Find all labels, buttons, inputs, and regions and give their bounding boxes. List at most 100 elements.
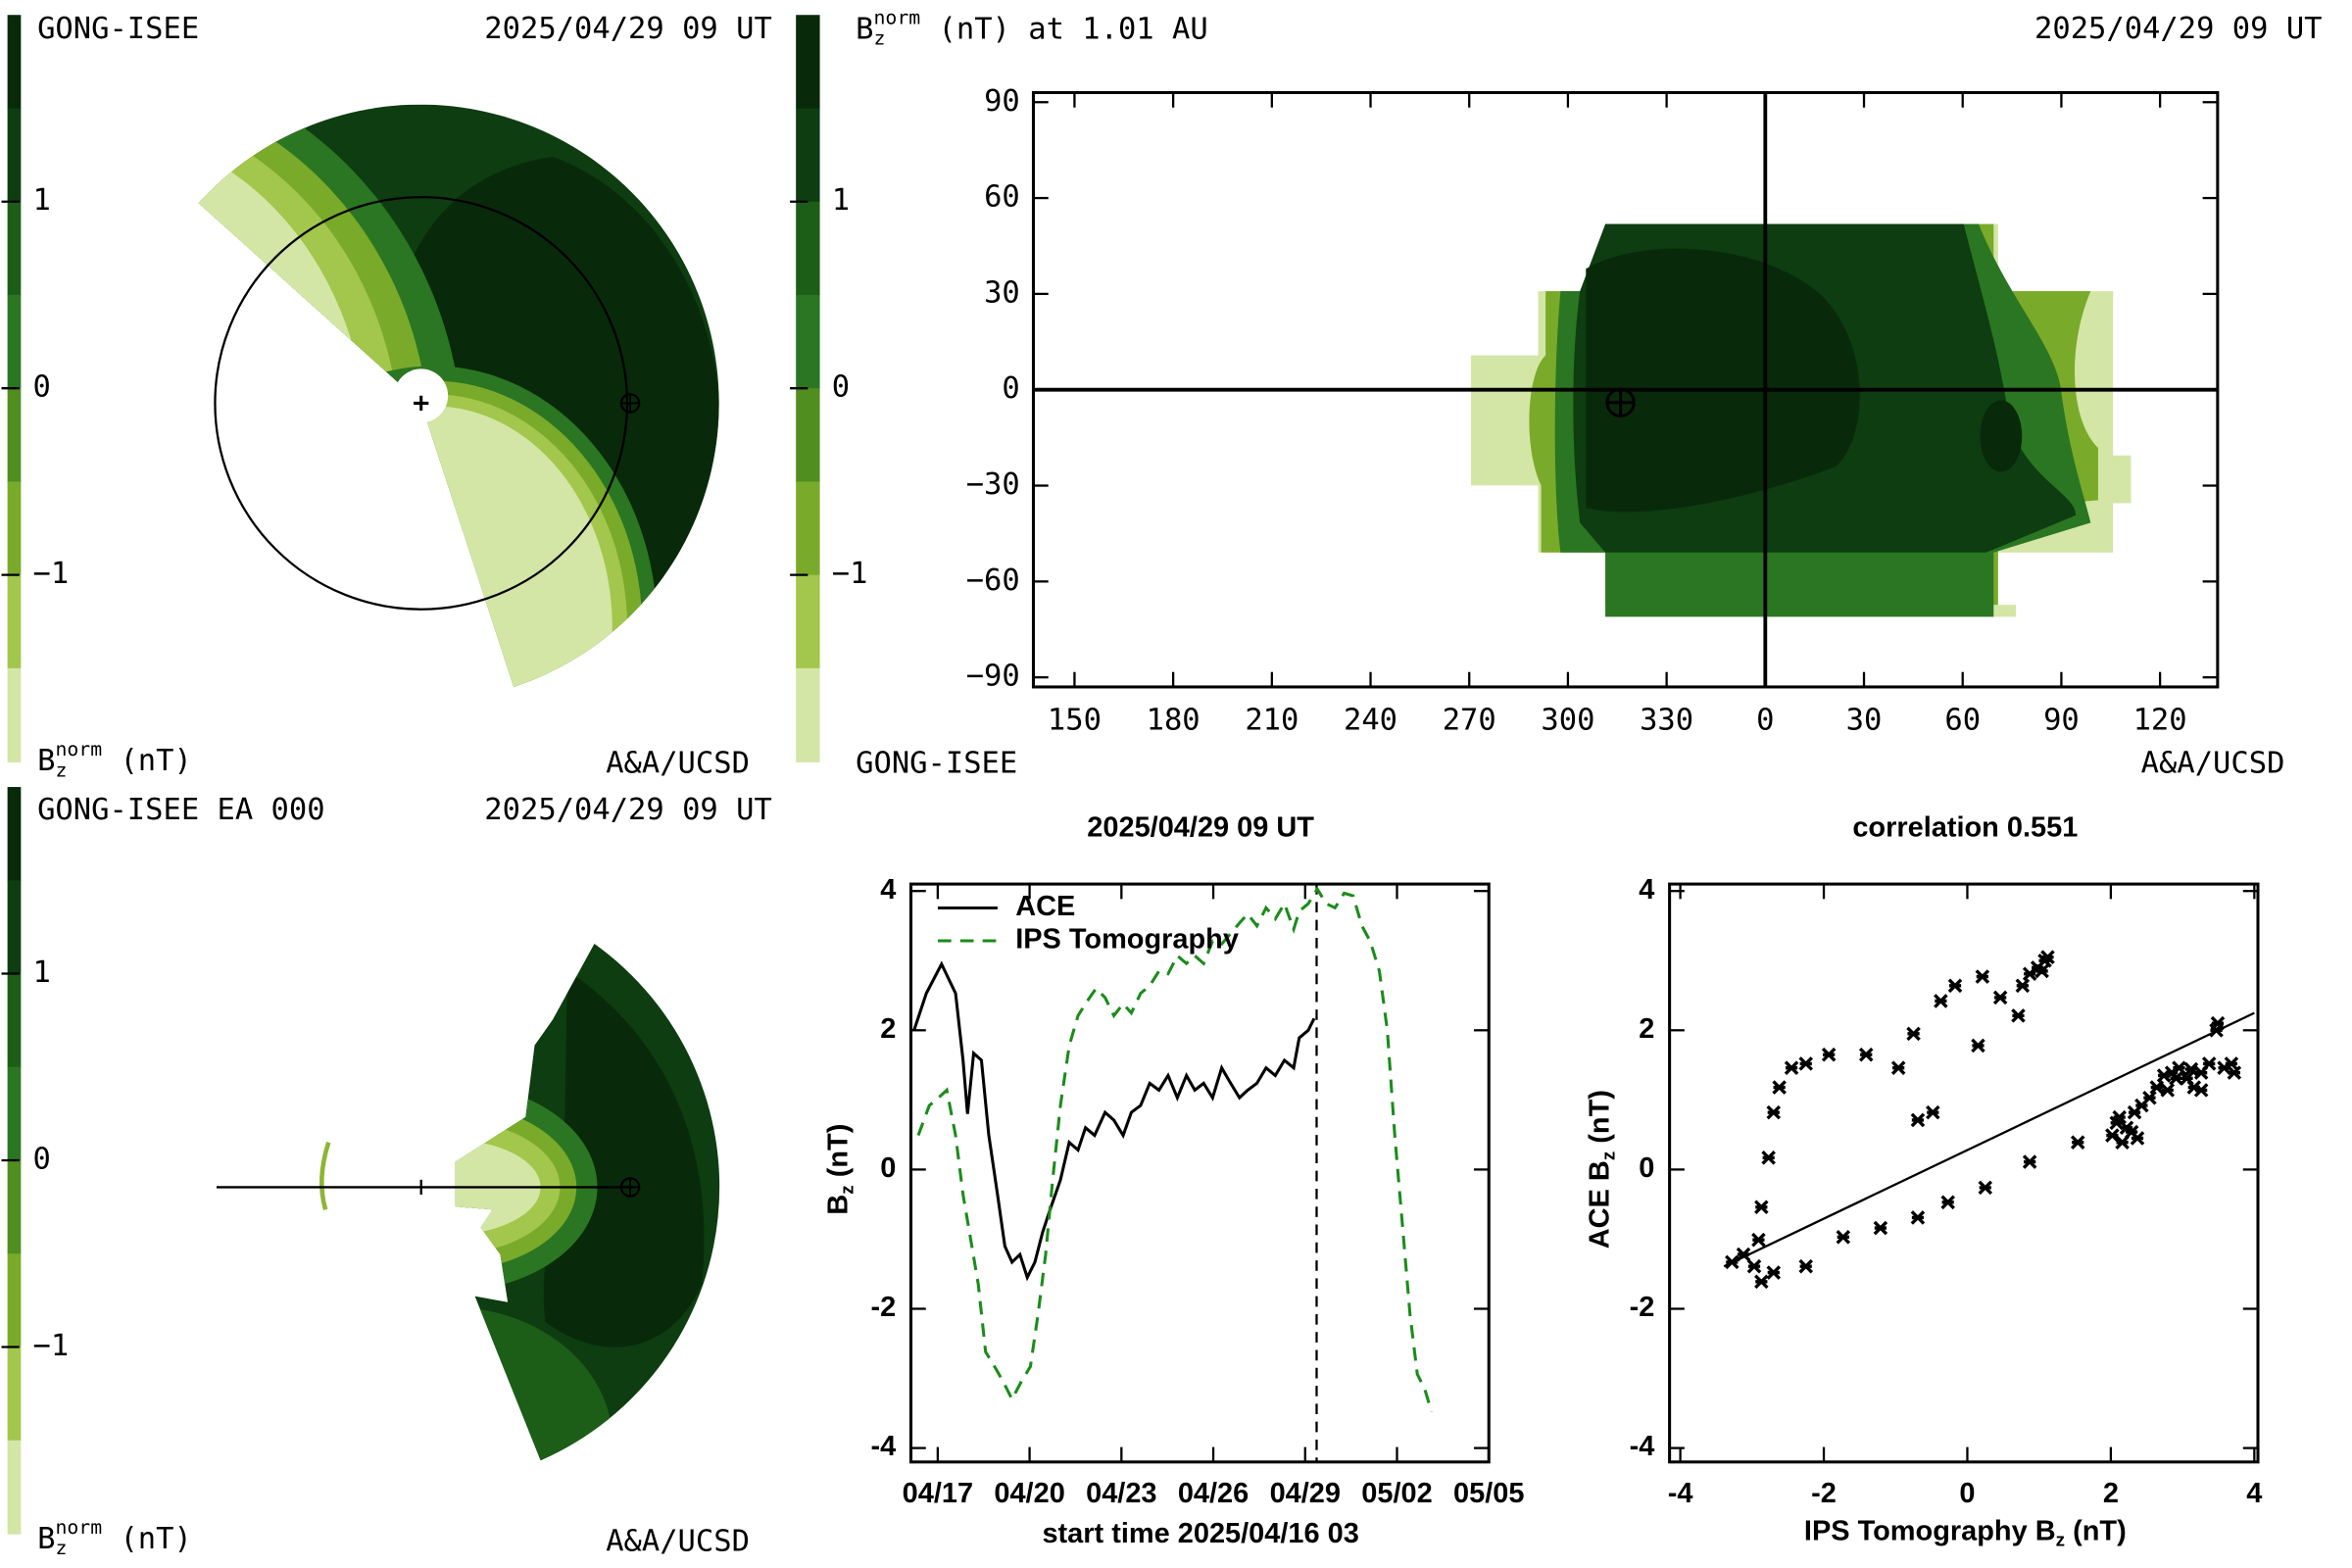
y-axis-label-rest: (nT)	[1584, 1090, 1615, 1152]
contour-core	[390, 157, 719, 643]
colorbar-tick-label: 0	[832, 370, 850, 405]
contour-band	[455, 1139, 541, 1236]
colorbar-band	[796, 667, 820, 762]
colorbar-label-sub: z	[55, 1537, 67, 1559]
x-tick-label: -4	[1668, 1478, 1693, 1509]
y-tick-label: 0	[1002, 371, 1019, 406]
scatter-point	[2142, 1090, 2157, 1105]
colorbar-tick-label: −1	[33, 1329, 70, 1363]
colorbar-band	[796, 574, 820, 669]
scatter-point	[1772, 1080, 1787, 1095]
x-tick-label: 05/05	[1453, 1478, 1524, 1509]
colorbar-band	[7, 481, 22, 576]
colorbar-label: Bznorm (nT)	[37, 1515, 192, 1558]
panel-date: 2025/04/29 09 UT	[484, 793, 772, 827]
y-tick-label: 0	[880, 1152, 896, 1184]
colorbar-label-rest: (nT)	[102, 744, 192, 778]
plot-frame	[909, 882, 1491, 1464]
scatter-point	[1975, 969, 1990, 984]
colorbar-label-rest: (nT)	[102, 1522, 192, 1556]
colorbar-tick-label: 0	[33, 370, 51, 405]
colorbar-band	[7, 1440, 22, 1535]
scatter-point	[1754, 1274, 1769, 1290]
colorbar-band	[7, 880, 22, 975]
scatter-point	[2070, 1135, 2085, 1150]
earth-symbol	[620, 1178, 640, 1197]
credit: A&A/UCSD	[606, 747, 750, 781]
scatter-point	[2130, 1131, 2145, 1146]
scatter-point	[2022, 1154, 2037, 1169]
y-axis-label-base: ACE B	[1584, 1160, 1615, 1249]
sun-symbol	[414, 395, 429, 412]
colorbar-tick-label: 1	[33, 183, 51, 218]
x-tick-label: 04/29	[1270, 1478, 1341, 1509]
colorbar-band	[7, 1160, 22, 1254]
series-line	[912, 960, 1316, 1282]
scatter-point	[1798, 1056, 1814, 1071]
y-tick-label: -4	[1630, 1431, 1655, 1462]
colorbar-label-sup: norm	[55, 1515, 102, 1538]
y-tick-label: −60	[966, 564, 1020, 598]
x-axis-label-rest: (nT)	[2065, 1515, 2127, 1546]
x-tick-label: 04/26	[1178, 1478, 1249, 1509]
map-title-rest: (nT) at 1.01 AU	[920, 12, 1207, 46]
scatter-point	[2040, 950, 2055, 964]
contour-core	[1980, 400, 2023, 472]
y-tick-label: 30	[984, 275, 1020, 310]
legend-label: IPS Tomography	[1015, 924, 1239, 956]
x-tick-label: 0	[1959, 1478, 1975, 1509]
scatter-point	[1934, 994, 1948, 1008]
y-tick-label: -2	[1630, 1292, 1655, 1323]
y-axis-label-rest: (nT)	[822, 1124, 854, 1186]
panel-label: GONG-ISEE	[856, 747, 1017, 781]
colorbar-tick-label: −1	[33, 557, 70, 591]
scatter-point	[2160, 1083, 2176, 1098]
x-tick-label: 270	[1443, 704, 1496, 738]
y-tick-label: -4	[871, 1431, 897, 1462]
x-tick-label: 60	[1944, 704, 1981, 738]
scatter-point	[2227, 1065, 2242, 1080]
y-axis-label: ACE Bz (nT)	[1584, 1090, 1618, 1249]
scatter-point	[1798, 1258, 1814, 1274]
colorbar-band	[7, 1347, 22, 1442]
x-tick-label: 04/20	[994, 1478, 1064, 1509]
colorbar-band	[796, 294, 820, 389]
y-axis-label: Bz (nT)	[822, 1124, 857, 1215]
scatter-point	[1761, 1151, 1776, 1165]
colorbar-label: Bznorm (nT)	[37, 737, 192, 780]
y-axis-label-sub: z	[1598, 1152, 1619, 1160]
credit: A&A/UCSD	[2141, 747, 2285, 781]
scatter-point	[1926, 1104, 1940, 1120]
panel-label: GONG-ISEE	[37, 12, 199, 46]
x-tick-label: 30	[1846, 704, 1883, 738]
scatter-point	[1947, 978, 1963, 994]
scatter-point	[1873, 1220, 1888, 1236]
colorbar-band	[7, 574, 22, 669]
scatter-point	[1940, 1195, 1955, 1210]
colorbar-label-base: B	[37, 1522, 55, 1556]
x-tick-label: 240	[1344, 704, 1397, 738]
x-tick-label: 4	[2246, 1478, 2262, 1509]
contour-core	[1586, 248, 1860, 513]
scatter-point	[1992, 990, 2008, 1005]
series-line	[916, 886, 1434, 1413]
y-tick-label: 2	[1639, 1013, 1654, 1045]
scatter-point	[1751, 1232, 1766, 1248]
contour-core	[543, 970, 705, 1348]
y-tick-label: 0	[1639, 1152, 1654, 1184]
scatter-point	[2105, 1128, 2120, 1143]
colorbar-band	[7, 1066, 22, 1161]
x-tick-label: -2	[1811, 1478, 1837, 1509]
colorbar-tick-label: 1	[832, 183, 850, 218]
scatter-point	[2183, 1061, 2199, 1077]
scatter-point	[2169, 1071, 2183, 1086]
colorbar-band	[7, 108, 22, 203]
scatter-point	[2011, 1008, 2026, 1023]
scatter-point	[1890, 1060, 1906, 1075]
colorbar-label-base: B	[37, 744, 55, 778]
plot-frame	[1031, 90, 2220, 689]
panel-date: 2025/04/29 09 UT	[484, 12, 772, 46]
